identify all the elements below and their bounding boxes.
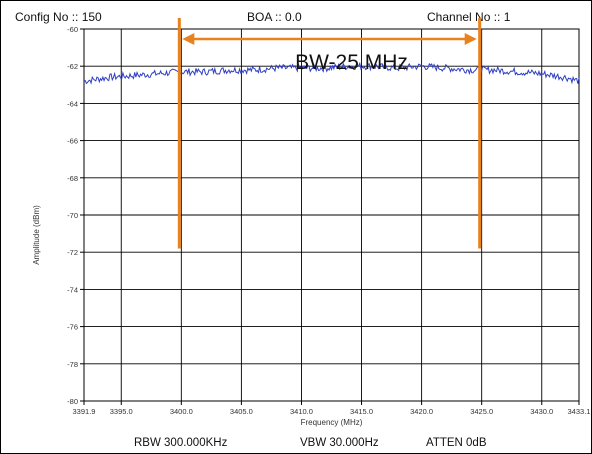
x-tick-label: 3415.0 [350,407,373,416]
y-tick-label: -70 [67,211,78,220]
bandwidth-arrow-right-head [464,33,477,45]
x-tick-label: 3395.0 [110,407,133,416]
spectrum-trace [83,61,580,85]
x-tick-label: 3420.0 [410,407,433,416]
y-tick-label: -68 [67,174,78,183]
y-tick-label: -64 [67,99,78,108]
bandwidth-arrow-left-head [182,33,195,45]
x-axis-label: Frequency (MHz) [301,418,363,427]
y-tick-label: -62 [67,62,78,71]
y-tick-label: -74 [67,285,78,294]
boa-label: BOA :: 0.0 [247,10,302,24]
vbw-label: VBW 30.000Hz [300,437,379,449]
y-tick-label: -66 [67,137,78,146]
y-axis-label: Amplitude (dBm) [32,205,41,265]
y-tick-label: -76 [67,323,78,332]
x-tick-label: 3410.0 [290,407,313,416]
y-tick-label: -80 [67,397,78,406]
rbw-label: RBW 300.000KHz [134,437,228,449]
x-tick-label: 3405.0 [230,407,253,416]
channel-number-label: Channel No :: 1 [427,10,511,24]
y-tick-label: -72 [67,248,78,257]
config-number-label: Config No :: 150 [15,10,102,24]
bandwidth-label: BW-25 MHz [295,51,408,74]
x-tick-label: 3430.0 [530,407,553,416]
x-tick-label: 3433.1 [568,407,591,416]
y-tick-label: -60 [67,25,78,34]
x-tick-label: 3391.9 [73,407,96,416]
y-tick-label: -78 [67,360,78,369]
x-tick-label: 3400.0 [170,407,193,416]
x-tick-label: 3425.0 [470,407,493,416]
atten-label: ATTEN 0dB [426,437,487,449]
